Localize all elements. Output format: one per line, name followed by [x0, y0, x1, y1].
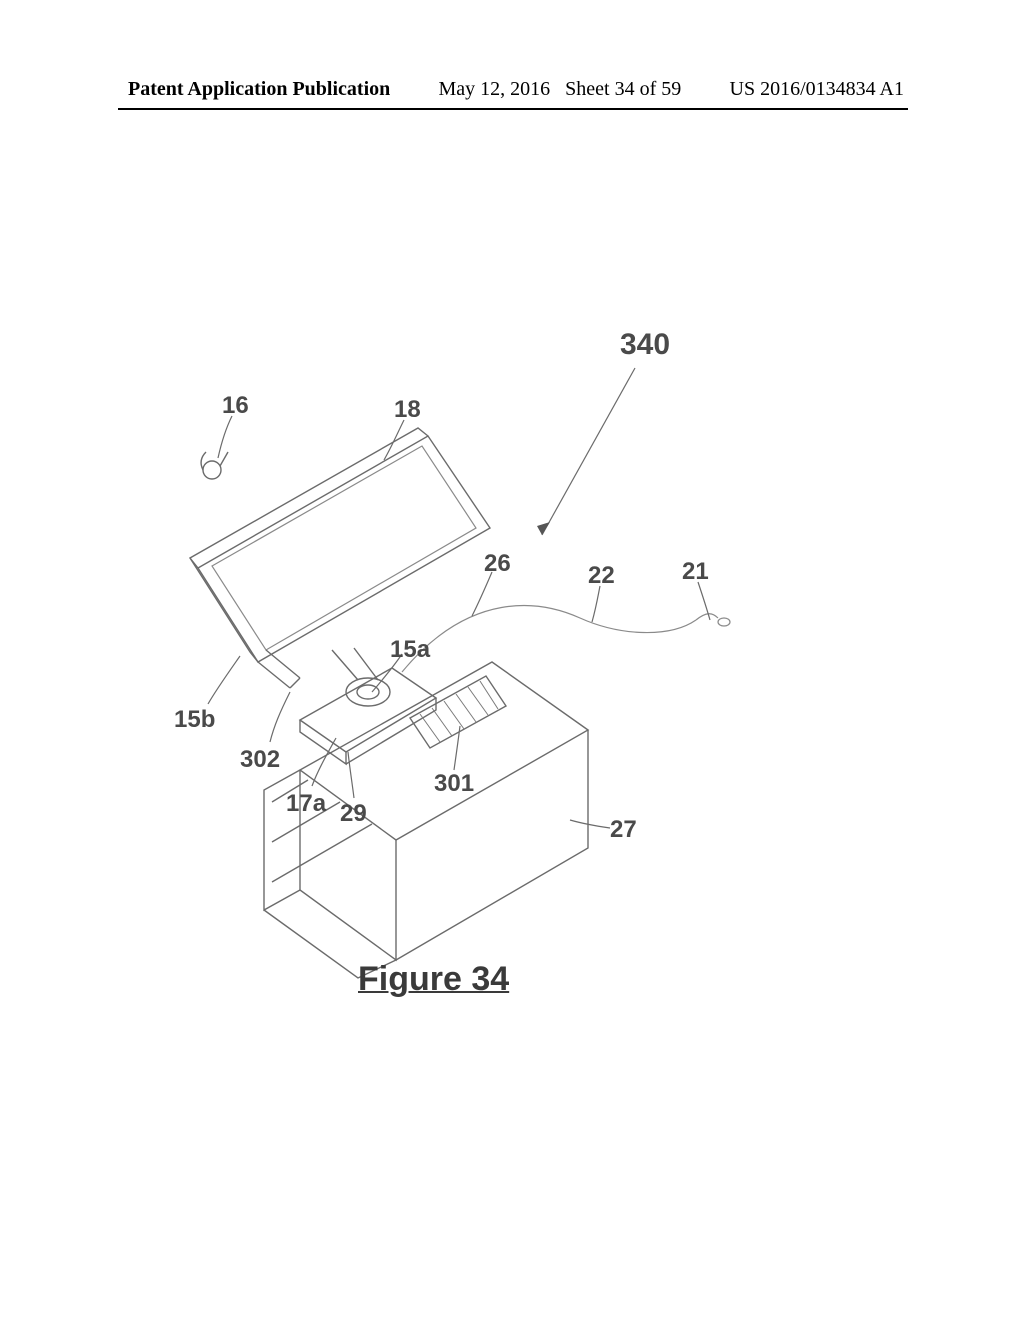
page: Patent Application Publication May 12, 2… — [0, 0, 1024, 1320]
ref-label-15a: 15a — [390, 636, 430, 664]
ref-label-26: 26 — [484, 550, 511, 578]
ref-label-27: 27 — [610, 816, 637, 844]
ref-label-302: 302 — [240, 746, 280, 774]
ref-label-301: 301 — [434, 770, 474, 798]
figure-caption: Figure 34 — [358, 960, 509, 999]
ref-label-22: 22 — [588, 562, 615, 590]
header-date: May 12, 2016 — [439, 78, 551, 100]
figure-area: 340 — [140, 300, 780, 1020]
ref-label-29: 29 — [340, 800, 367, 828]
ref-label-15b: 15b — [174, 706, 215, 734]
header-publication-number: US 2016/0134834 A1 — [730, 78, 904, 101]
page-header: Patent Application Publication May 12, 2… — [0, 78, 1024, 101]
header-date-sheet: May 12, 2016 Sheet 34 of 59 — [439, 78, 682, 101]
header-rule — [118, 108, 908, 110]
header-sheet: Sheet 34 of 59 — [565, 78, 681, 100]
ref-label-18: 18 — [394, 396, 421, 424]
ref-label-16: 16 — [222, 392, 249, 420]
header-publication-type: Patent Application Publication — [128, 78, 390, 101]
ref-label-17a: 17a — [286, 790, 326, 818]
ref-label-21: 21 — [682, 558, 709, 586]
